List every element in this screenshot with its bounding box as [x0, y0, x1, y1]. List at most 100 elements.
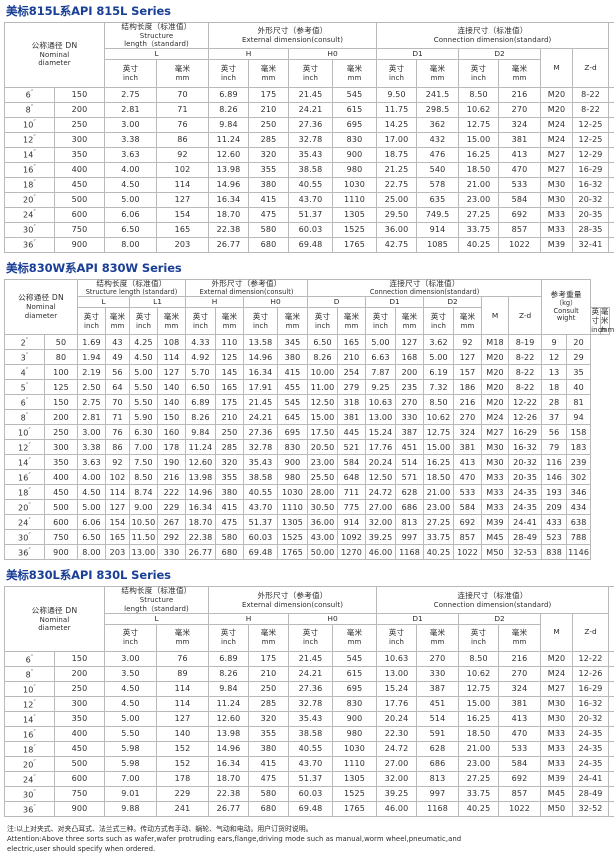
- cell-value: M33: [541, 727, 573, 742]
- cell-value: 6.50: [308, 335, 338, 350]
- cell-value: 16.34: [186, 500, 216, 515]
- cell-value: 80: [45, 350, 78, 365]
- cell-value: 900: [278, 455, 308, 470]
- cell-value: 138: [609, 162, 614, 177]
- cell-value: 1022: [454, 545, 482, 560]
- cell-value: 29: [567, 350, 591, 365]
- cell-value: 16.34: [209, 192, 249, 207]
- cell-value: 11.75: [377, 102, 417, 117]
- cell-value: 3.38: [105, 132, 157, 147]
- cell-value: 186: [454, 380, 482, 395]
- cell-value: 415: [249, 192, 289, 207]
- cell-value: 51.37: [289, 207, 333, 222]
- cell-value: 250: [55, 682, 105, 697]
- cell-value: M24: [541, 132, 573, 147]
- cell-value: 6.30: [130, 425, 158, 440]
- cell-value: 838: [542, 545, 567, 560]
- header-symbol-Zd: Z-d: [509, 297, 542, 335]
- cell-value: 38.58: [244, 470, 278, 485]
- cell-nominal-inch: 14″: [5, 712, 55, 727]
- cell-value: 24-35: [509, 500, 542, 515]
- cell-value: 24-35: [573, 727, 609, 742]
- cell-value: 46.00: [366, 545, 396, 560]
- cell-value: 150: [45, 395, 78, 410]
- cell-value: 81: [609, 697, 614, 712]
- cell-value: 5.70: [186, 365, 216, 380]
- header-symbol-D: D: [308, 297, 366, 308]
- cell-value: 10.62: [459, 102, 499, 117]
- cell-value: 11.24: [186, 440, 216, 455]
- cell-value: 198: [609, 742, 614, 757]
- cell-value: 711: [338, 485, 366, 500]
- cell-value: 857: [499, 222, 541, 237]
- cell-value: 381: [454, 440, 482, 455]
- cell-value: M30: [482, 455, 509, 470]
- cell-value: M20: [541, 652, 573, 667]
- header-symbol-D1: D1: [377, 49, 459, 60]
- cell-value: 18.70: [209, 207, 249, 222]
- cell-value: 6.63: [366, 350, 396, 365]
- cell-value: 239: [567, 455, 591, 470]
- cell-value: 60.03: [289, 222, 333, 237]
- cell-value: 32.78: [289, 697, 333, 712]
- cell-value: 146: [542, 470, 567, 485]
- cell-value: 40.55: [289, 742, 333, 757]
- cell-value: 11.50: [130, 530, 158, 545]
- cell-value: 400: [45, 470, 78, 485]
- cell-value: 350: [45, 455, 78, 470]
- cell-value: M30: [541, 192, 573, 207]
- cell-value: 250: [249, 117, 289, 132]
- spec-table-830w: 公称通径 DN Nominal diameter 结构长度（标准值） Struc…: [4, 279, 610, 561]
- cell-value: 514: [396, 455, 424, 470]
- cell-value: M39: [541, 772, 573, 787]
- cell-value: 27.00: [366, 500, 396, 515]
- cell-value: 9.88: [105, 802, 157, 817]
- header-symbol-D1: D1: [366, 297, 424, 308]
- cell-value: M27: [541, 162, 573, 177]
- cell-nominal-inch: 6″: [5, 652, 55, 667]
- cell-value: 4.25: [130, 335, 158, 350]
- footnote-en-line2: electric,user should specify when ordere…: [7, 844, 610, 854]
- cell-value: 571: [396, 470, 424, 485]
- cell-value: 6.06: [78, 515, 106, 530]
- header-nominal-diameter: 公称通径 DN Nominal diameter: [5, 587, 105, 652]
- header-connection-dimension: 连接尺寸（标准值） Connection dimension(standard): [308, 279, 542, 297]
- cell-value: 433: [542, 515, 567, 530]
- cell-value: 380: [216, 485, 244, 500]
- cell-value: 100: [45, 365, 78, 380]
- cell-value: 813: [396, 515, 424, 530]
- cell-nominal-inch: 10″: [5, 425, 45, 440]
- cell-value: 12-22: [509, 395, 542, 410]
- cell-value: 615: [333, 667, 377, 682]
- cell-value: 600: [55, 207, 105, 222]
- cell-value: 4.50: [105, 682, 157, 697]
- cell-value: 1168: [396, 545, 424, 560]
- cell-value: 145: [216, 365, 244, 380]
- cell-value: 21.00: [459, 742, 499, 757]
- cell-value: 5.00: [105, 712, 157, 727]
- cell-nominal-inch: 20″: [5, 757, 55, 772]
- cell-value: 21.25: [377, 162, 417, 177]
- cell-value: 3.62: [424, 335, 454, 350]
- cell-value: 12: [542, 350, 567, 365]
- cell-value: 229: [157, 787, 209, 802]
- cell-value: 346: [567, 485, 591, 500]
- cell-value: 9: [542, 335, 567, 350]
- cell-value: 3.63: [78, 455, 106, 470]
- header-consult-weight: 参考 重量 （kg） Consult wight: [609, 23, 614, 88]
- cell-value: 23.00: [459, 757, 499, 772]
- cell-nominal-inch: 18″: [5, 485, 45, 500]
- cell-value: 270: [396, 395, 424, 410]
